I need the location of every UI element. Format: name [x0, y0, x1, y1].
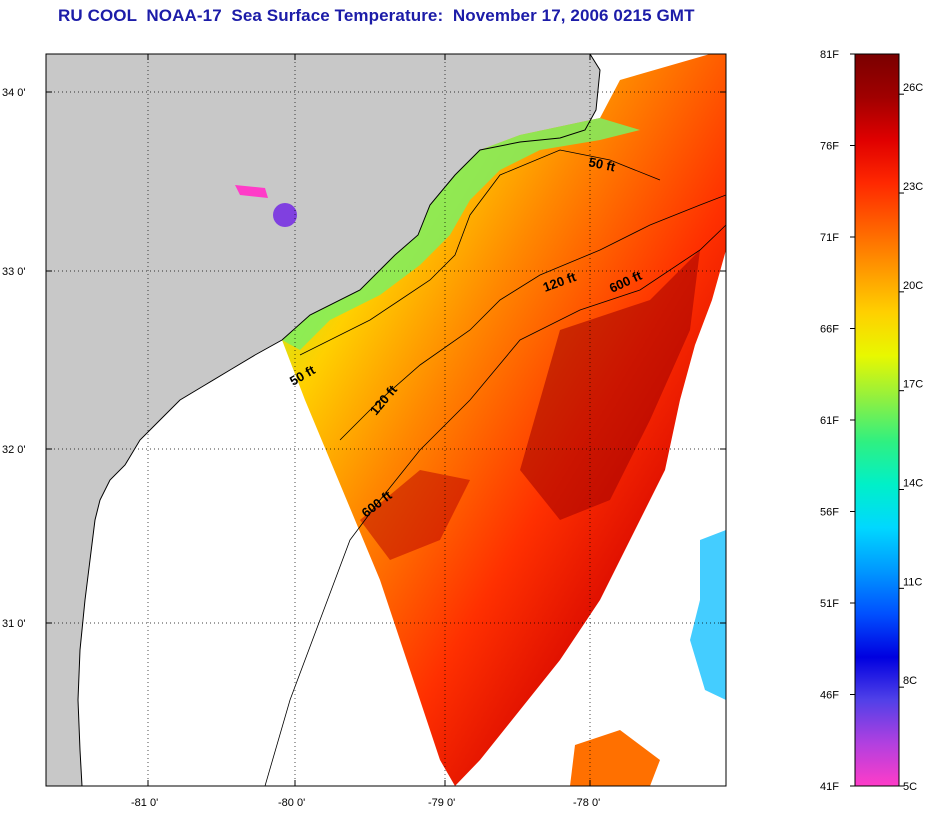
colorbar-f-label: 46F: [820, 690, 839, 702]
map-title: RU COOL NOAA-17 Sea Surface Temperature:…: [58, 6, 695, 25]
lon-tick-label: -81 0': [131, 797, 158, 809]
inland-lake-pink: [235, 185, 268, 198]
colorbar-f-label: 61F: [820, 415, 839, 427]
colorbar-f-label: 41F: [820, 781, 839, 793]
colorbar-c-label: 8C: [903, 675, 917, 687]
graticule: [46, 54, 726, 786]
inland-lake: [273, 203, 297, 227]
contour-label: 50 ft: [587, 154, 617, 174]
lat-tick-label: 34 0': [2, 87, 26, 99]
contour-600ft: [264, 224, 726, 786]
colorbar-c-label: 23C: [903, 181, 923, 193]
colorbar-c-label: 14C: [903, 478, 923, 490]
plot-frame: [45, 53, 727, 787]
lat-tick-label: 32 0': [2, 444, 26, 456]
colorbar-gradient: [854, 53, 900, 787]
land-mass: [46, 54, 600, 786]
colorbar-f-label: 51F: [820, 598, 839, 610]
colorbar-ticks: 81F 76F 71F 66F 61F 56F 51F 46F 41F 26C 23C 20C 17C 1…: [820, 49, 923, 793]
offshore-cold-patch: [690, 530, 726, 700]
southern-warm-blob: [570, 730, 660, 786]
lon-tick-label: -79 0': [428, 797, 455, 809]
contour-50ft: [299, 149, 661, 356]
colorbar-f-label: 66F: [820, 324, 839, 336]
warm-patch: [360, 470, 470, 560]
colorbar-f-label: 56F: [820, 507, 839, 519]
coastline: [77, 54, 601, 786]
tick-marks: [46, 54, 726, 786]
coastal-band: [282, 118, 640, 350]
warm-core: [520, 250, 700, 520]
sst-swath: [282, 54, 726, 786]
colorbar-c-label: 11C: [903, 576, 922, 588]
colorbar-c-label: 5C: [903, 781, 917, 793]
colorbar-c-label: 17C: [903, 379, 923, 391]
lon-tick-label: -78 0': [573, 797, 600, 809]
contour-120ft: [339, 194, 726, 441]
lat-tick-label: 33 0': [2, 266, 26, 278]
colorbar-c-label: 26C: [903, 82, 923, 94]
lat-tick-label: 31 0': [2, 618, 26, 630]
colorbar-f-label: 76F: [820, 141, 839, 153]
colorbar-c-label: 20C: [903, 280, 923, 292]
colorbar-f-label: 71F: [820, 232, 839, 244]
colorbar-f-label: 81F: [820, 49, 839, 61]
lon-tick-label: -80 0': [278, 797, 305, 809]
